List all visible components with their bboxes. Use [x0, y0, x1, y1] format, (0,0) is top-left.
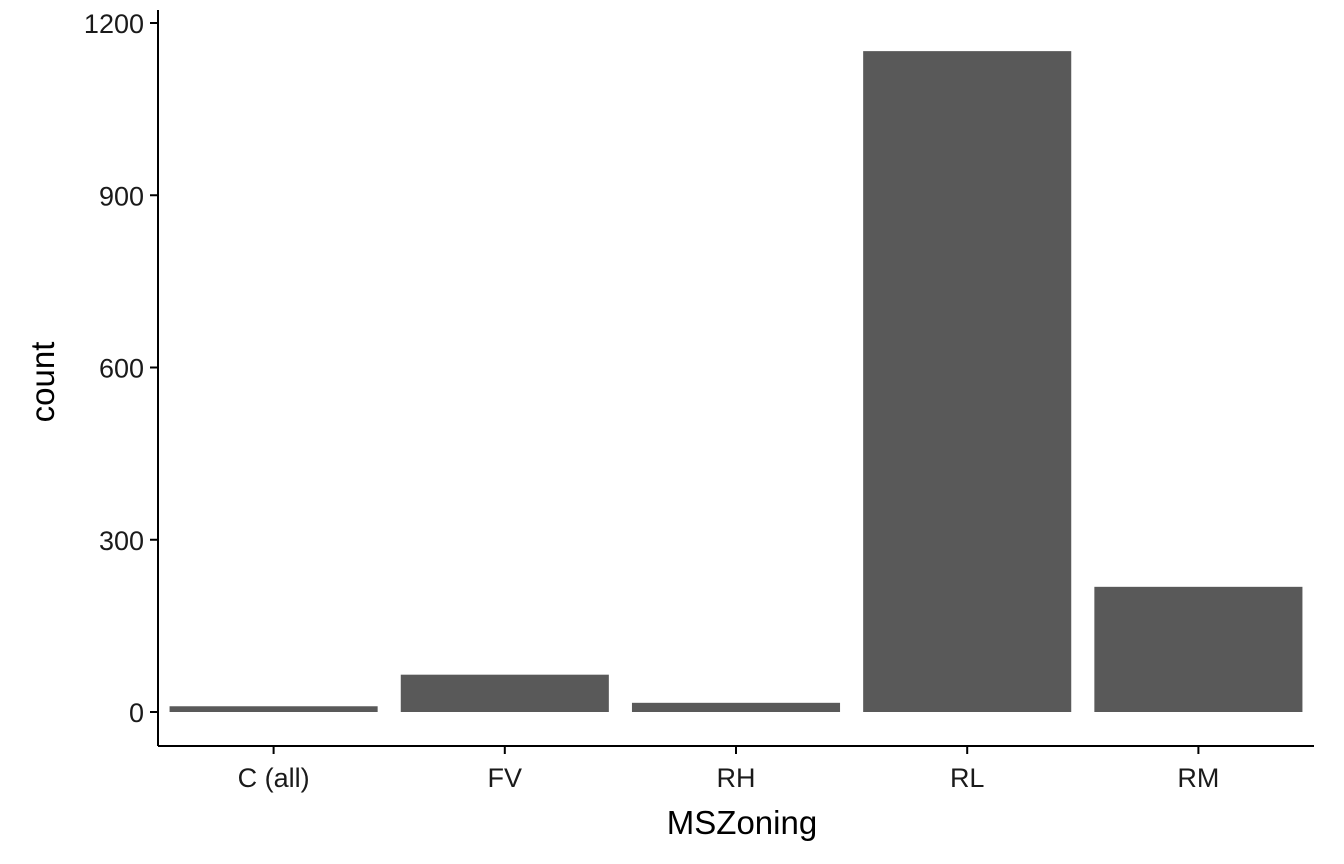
y-tick-label: 900: [99, 181, 144, 211]
x-tick-label: RH: [717, 763, 756, 793]
x-tick-label: FV: [488, 763, 523, 793]
bar-rh: [631, 702, 841, 712]
bars-group: [169, 51, 1303, 712]
x-axis-title: MSZoning: [667, 804, 817, 841]
y-tick-label: 300: [99, 526, 144, 556]
y-tick-label: 0: [129, 698, 144, 728]
y-tick-label: 1200: [84, 9, 144, 39]
bar-rm: [1094, 586, 1303, 712]
y-tick-label: 600: [99, 354, 144, 384]
x-tick-label: RL: [950, 763, 985, 793]
bar-fv: [400, 674, 609, 712]
x-tick-label: RM: [1177, 763, 1219, 793]
y-axis: 0 300 600 900 1200: [84, 9, 159, 746]
x-tick-label: C (all): [238, 763, 310, 793]
bar-rl: [863, 51, 1072, 712]
y-axis-title: count: [24, 342, 61, 423]
x-axis: C (all) FV RH RL RM: [158, 745, 1314, 793]
bar-c-all: [169, 706, 378, 712]
